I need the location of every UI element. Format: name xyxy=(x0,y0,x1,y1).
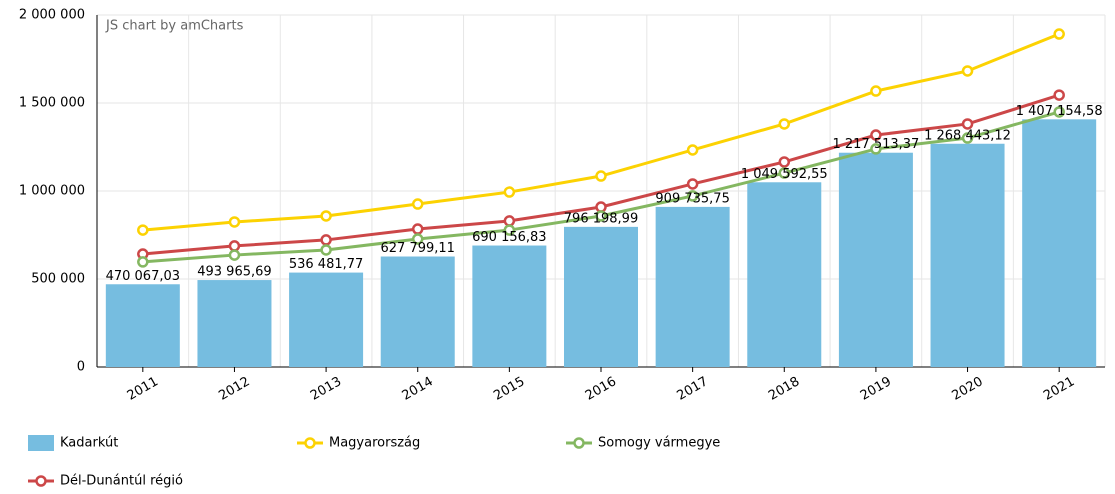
value-label: 1 049 592,55 xyxy=(741,167,828,182)
point xyxy=(961,118,974,130)
bar xyxy=(747,182,822,367)
x-tick-label: 2013 xyxy=(308,374,344,404)
bar xyxy=(380,256,455,367)
point xyxy=(870,129,882,141)
point xyxy=(778,118,791,130)
bar xyxy=(197,280,272,367)
point xyxy=(320,210,332,222)
point xyxy=(778,167,791,179)
x-tick-label: 2017 xyxy=(675,374,711,404)
y-tick-label: 0 xyxy=(77,360,85,375)
y-tick-label: 500 000 xyxy=(31,272,85,287)
credit: JS chart by amCharts xyxy=(105,19,244,34)
legend-label: Somogy vármegye xyxy=(598,436,720,451)
point xyxy=(1053,89,1065,101)
legend-marker xyxy=(573,437,585,449)
point xyxy=(595,170,607,182)
point xyxy=(228,216,241,228)
x-tick-label: 2019 xyxy=(858,374,894,404)
legend-label: Dél-Dunántúl régió xyxy=(60,474,183,489)
point xyxy=(778,156,791,168)
legend-item: Kadarkút xyxy=(28,435,118,451)
point xyxy=(228,240,241,252)
bar xyxy=(655,206,730,367)
point xyxy=(595,201,607,213)
point xyxy=(503,224,516,236)
legend-label: Magyarország xyxy=(329,436,420,451)
point xyxy=(137,224,149,236)
point xyxy=(503,215,516,227)
point xyxy=(686,178,699,190)
legend-marker xyxy=(304,437,316,449)
point xyxy=(137,256,149,268)
x-tick-label: 2015 xyxy=(491,374,527,404)
y-tick-label: 1 500 000 xyxy=(19,96,85,111)
point xyxy=(320,244,332,256)
point xyxy=(961,65,974,77)
point xyxy=(503,186,516,198)
bar xyxy=(838,152,913,367)
value-label: 1 217 513,37 xyxy=(832,137,919,152)
bar xyxy=(1022,119,1097,368)
point xyxy=(870,85,882,97)
point xyxy=(228,249,241,261)
legend-item: Magyarország xyxy=(297,436,420,451)
x-tick-label: 2021 xyxy=(1041,374,1077,404)
value-label: 796 198,99 xyxy=(564,211,638,226)
bar xyxy=(930,143,1005,367)
x-tick-label: 2016 xyxy=(583,374,619,404)
legend-item: Dél-Dunántúl régió xyxy=(28,474,183,489)
value-label: 470 067,03 xyxy=(106,269,180,284)
x-tick-label: 2014 xyxy=(400,374,436,404)
x-tick-label: 2020 xyxy=(949,374,985,404)
legend-swatch xyxy=(28,435,54,451)
point xyxy=(870,143,882,155)
point xyxy=(961,132,974,144)
point xyxy=(686,190,699,202)
value-label: 690 156,83 xyxy=(472,230,546,245)
bar xyxy=(105,284,180,367)
point xyxy=(320,234,332,246)
point xyxy=(1053,106,1065,118)
x-tick-label: 2011 xyxy=(125,374,161,404)
legend-marker xyxy=(35,475,47,487)
point xyxy=(411,198,424,210)
bar xyxy=(472,245,547,367)
point xyxy=(1053,28,1065,40)
point xyxy=(411,233,424,245)
legend-label: Kadarkút xyxy=(60,436,118,451)
legend-item: Somogy vármegye xyxy=(566,436,720,451)
x-tick-label: 2018 xyxy=(766,374,802,404)
value-label: 627 799,11 xyxy=(381,241,455,256)
value-label: 1 268 443,12 xyxy=(924,128,1011,143)
bar xyxy=(289,272,364,367)
y-tick-label: 2 000 000 xyxy=(19,8,85,23)
point xyxy=(411,223,424,235)
point xyxy=(595,210,607,222)
x-tick-label: 2012 xyxy=(216,374,252,404)
value-label: 909 735,75 xyxy=(655,191,729,206)
value-label: 493 965,69 xyxy=(197,265,271,280)
value-label: 1 407 154,58 xyxy=(1016,104,1103,119)
point xyxy=(686,144,699,156)
y-tick-label: 1 000 000 xyxy=(19,184,85,199)
bar xyxy=(564,226,638,367)
value-label: 536 481,77 xyxy=(289,257,363,272)
